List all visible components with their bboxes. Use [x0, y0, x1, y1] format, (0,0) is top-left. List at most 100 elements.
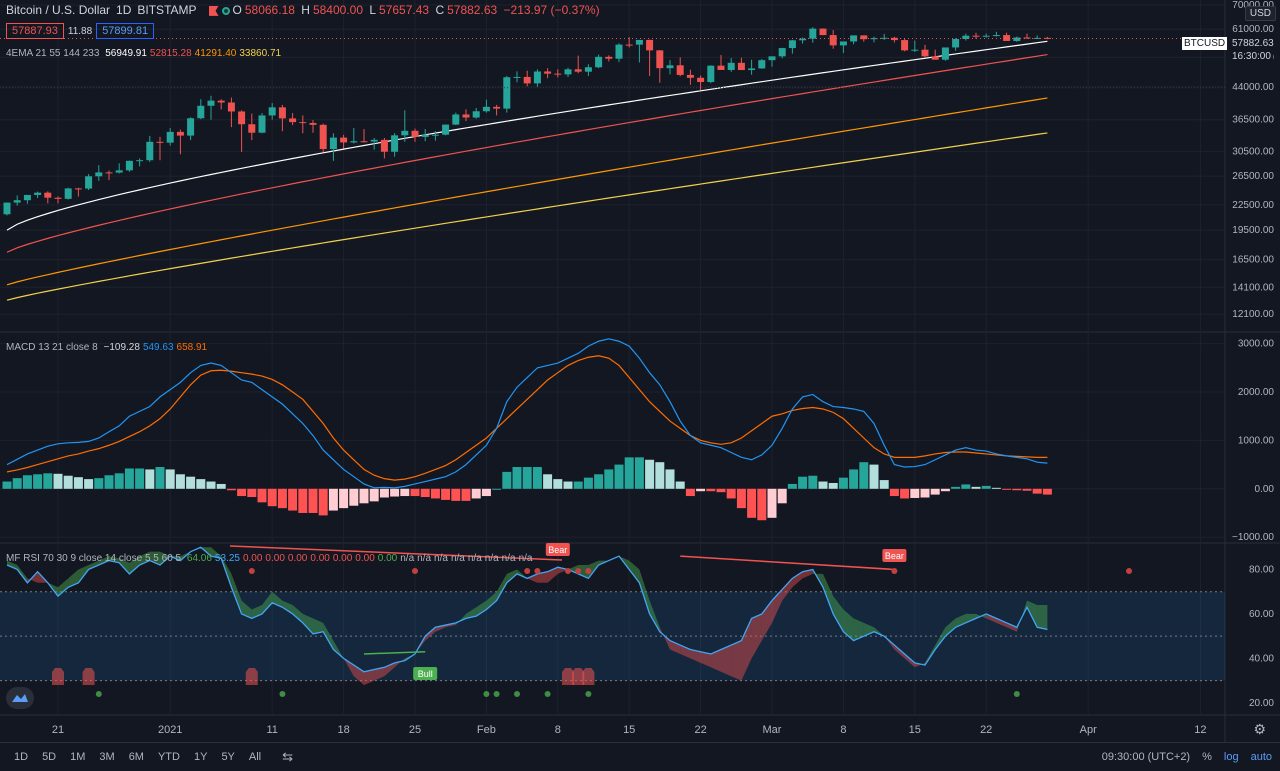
- x-axis-tick-label: 18: [337, 724, 349, 736]
- symbol-legend[interactable]: Bitcoin / U.S. Dollar 1D BITSTAMP O 58066.18…: [6, 3, 603, 17]
- bull-signal-dot: [95, 691, 102, 697]
- macd-histogram-bar: [420, 488, 430, 498]
- macd-histogram-bar: [22, 475, 32, 489]
- candle-body: [421, 134, 429, 137]
- macd-histogram-bar: [471, 488, 481, 499]
- flag-icon[interactable]: [208, 5, 219, 16]
- symbol-title[interactable]: Bitcoin / U.S. Dollar: [6, 3, 111, 17]
- rsi-mfi-fill: [884, 636, 895, 650]
- macd-histogram-bar: [991, 487, 1001, 489]
- bull-signal-dot: [514, 691, 520, 697]
- macd-histogram-bar: [645, 459, 655, 489]
- low-label: L: [369, 3, 377, 17]
- rsi-mfi-fill: [476, 600, 487, 617]
- candle-body: [125, 160, 133, 171]
- macd-histogram-bar: [124, 468, 134, 489]
- rsi-mfi-fill: [894, 645, 905, 659]
- bull-divergence-line: [363, 650, 426, 655]
- x-axis-tick-label: 22: [694, 724, 706, 736]
- close-value: 57882.63: [447, 3, 498, 17]
- macd-signal-line: [6, 355, 1048, 481]
- settings-gear-icon[interactable]: ⚙: [1253, 721, 1266, 737]
- macd-histogram-bar: [2, 481, 12, 489]
- macd-histogram-bar: [522, 467, 532, 489]
- candle-body: [85, 176, 93, 189]
- macd-histogram-bar: [430, 488, 440, 499]
- x-axis-tick-label: 21: [52, 724, 64, 736]
- rsi-mfi-fill: [160, 551, 171, 566]
- ema-legend-label: 4EMA 21 55 144 233: [6, 48, 100, 59]
- candle-body: [1033, 37, 1041, 39]
- goto-date-icon[interactable]: ⇆: [282, 749, 294, 764]
- house-marker-icon: [52, 668, 64, 685]
- rsi-mfi-fill: [690, 649, 701, 663]
- macd-histogram-bar: [940, 488, 950, 492]
- candle-body: [595, 56, 603, 68]
- auto-toggle[interactable]: auto: [1250, 751, 1272, 763]
- tradingview-logo-icon[interactable]: [6, 687, 34, 709]
- rsi-mfi-fill: [486, 591, 497, 610]
- macd-histogram-bar: [390, 488, 400, 497]
- candle-body: [523, 76, 531, 84]
- interval-label[interactable]: 1D: [116, 3, 132, 17]
- candle-body: [482, 106, 490, 112]
- range-button[interactable]: 5Y: [221, 751, 235, 763]
- bid-button[interactable]: 57887.93: [6, 23, 64, 39]
- candle-body: [962, 35, 970, 40]
- rsi-mfi-fill: [7, 560, 18, 570]
- candle-body: [299, 122, 307, 124]
- rsi-mfi-fill: [935, 627, 946, 650]
- macd-histogram-bar: [818, 481, 828, 489]
- rsi_legend-value: n/a: [450, 553, 465, 564]
- candle-body: [176, 131, 184, 136]
- macd-histogram-bar: [655, 462, 665, 489]
- range-button[interactable]: All: [248, 751, 262, 763]
- ema-legend[interactable]: 4EMA 21 55 144 233 56949.91 52815.28 41291…: [6, 48, 284, 59]
- macd-histogram-bar: [889, 488, 899, 497]
- candle-body: [217, 100, 225, 103]
- range-button[interactable]: 6M: [128, 751, 144, 763]
- macd-axis-tick-label: 2000.00: [1238, 387, 1275, 398]
- macd-histogram-bar: [757, 488, 767, 521]
- macd-histogram-bar: [114, 473, 124, 489]
- macd-histogram-bar: [288, 488, 298, 511]
- price-axis-tick-label: 26500.00: [1232, 171, 1274, 182]
- range-button[interactable]: 5D: [42, 751, 57, 763]
- high-label: H: [301, 3, 310, 17]
- macd-histogram-bar: [298, 488, 308, 513]
- rsi_legend-value: 0.00: [377, 553, 398, 564]
- candle-body: [95, 172, 103, 177]
- rsi-mfi-fill: [119, 558, 130, 574]
- log-toggle[interactable]: log: [1223, 751, 1239, 763]
- rsi-mfi-fill: [680, 645, 691, 659]
- bear-signal-dot: [891, 568, 898, 574]
- rsi-legend[interactable]: MF RSI 70 30 9 close 14 close 5 5 60 5 6…: [6, 553, 535, 564]
- x-axis-tick-label: 8: [555, 724, 561, 736]
- ema_legend-value: 33860.71: [239, 48, 282, 59]
- macd-histogram-bar: [838, 477, 848, 489]
- candle-body: [839, 41, 847, 46]
- macd-legend[interactable]: MACD 13 21 close 8 −109.28 549.63 658.91: [6, 342, 210, 353]
- candle-body: [360, 141, 368, 143]
- range-button[interactable]: 1D: [14, 751, 29, 763]
- ask-button[interactable]: 57899.81: [96, 23, 155, 39]
- rsi-mfi-fill: [588, 560, 599, 579]
- candle-body: [564, 69, 572, 75]
- percent-toggle[interactable]: %: [1202, 751, 1212, 763]
- range-button[interactable]: 1Y: [193, 751, 208, 763]
- range-button[interactable]: 3M: [99, 751, 115, 763]
- currency-button[interactable]: USD: [1244, 6, 1276, 21]
- range-button[interactable]: 1M: [70, 751, 86, 763]
- bottom-toolbar: 1D 5D 1M 3M 6M YTD 1Y 5Y All ⇆ 09:30:00 (UTC+2) …: [0, 742, 1280, 771]
- candle-body: [666, 65, 674, 69]
- candle-body: [319, 124, 327, 150]
- candle-body: [431, 134, 439, 136]
- macd-histogram-bar: [410, 488, 420, 497]
- low-value: 57657.43: [379, 3, 430, 17]
- bull-signal-dot: [1013, 691, 1020, 697]
- timezone-clock[interactable]: 09:30:00 (UTC+2): [1101, 751, 1191, 763]
- range-button[interactable]: YTD: [157, 751, 180, 763]
- x-axis-tick-label: 11: [266, 724, 277, 736]
- macd-histogram-bar: [237, 488, 247, 497]
